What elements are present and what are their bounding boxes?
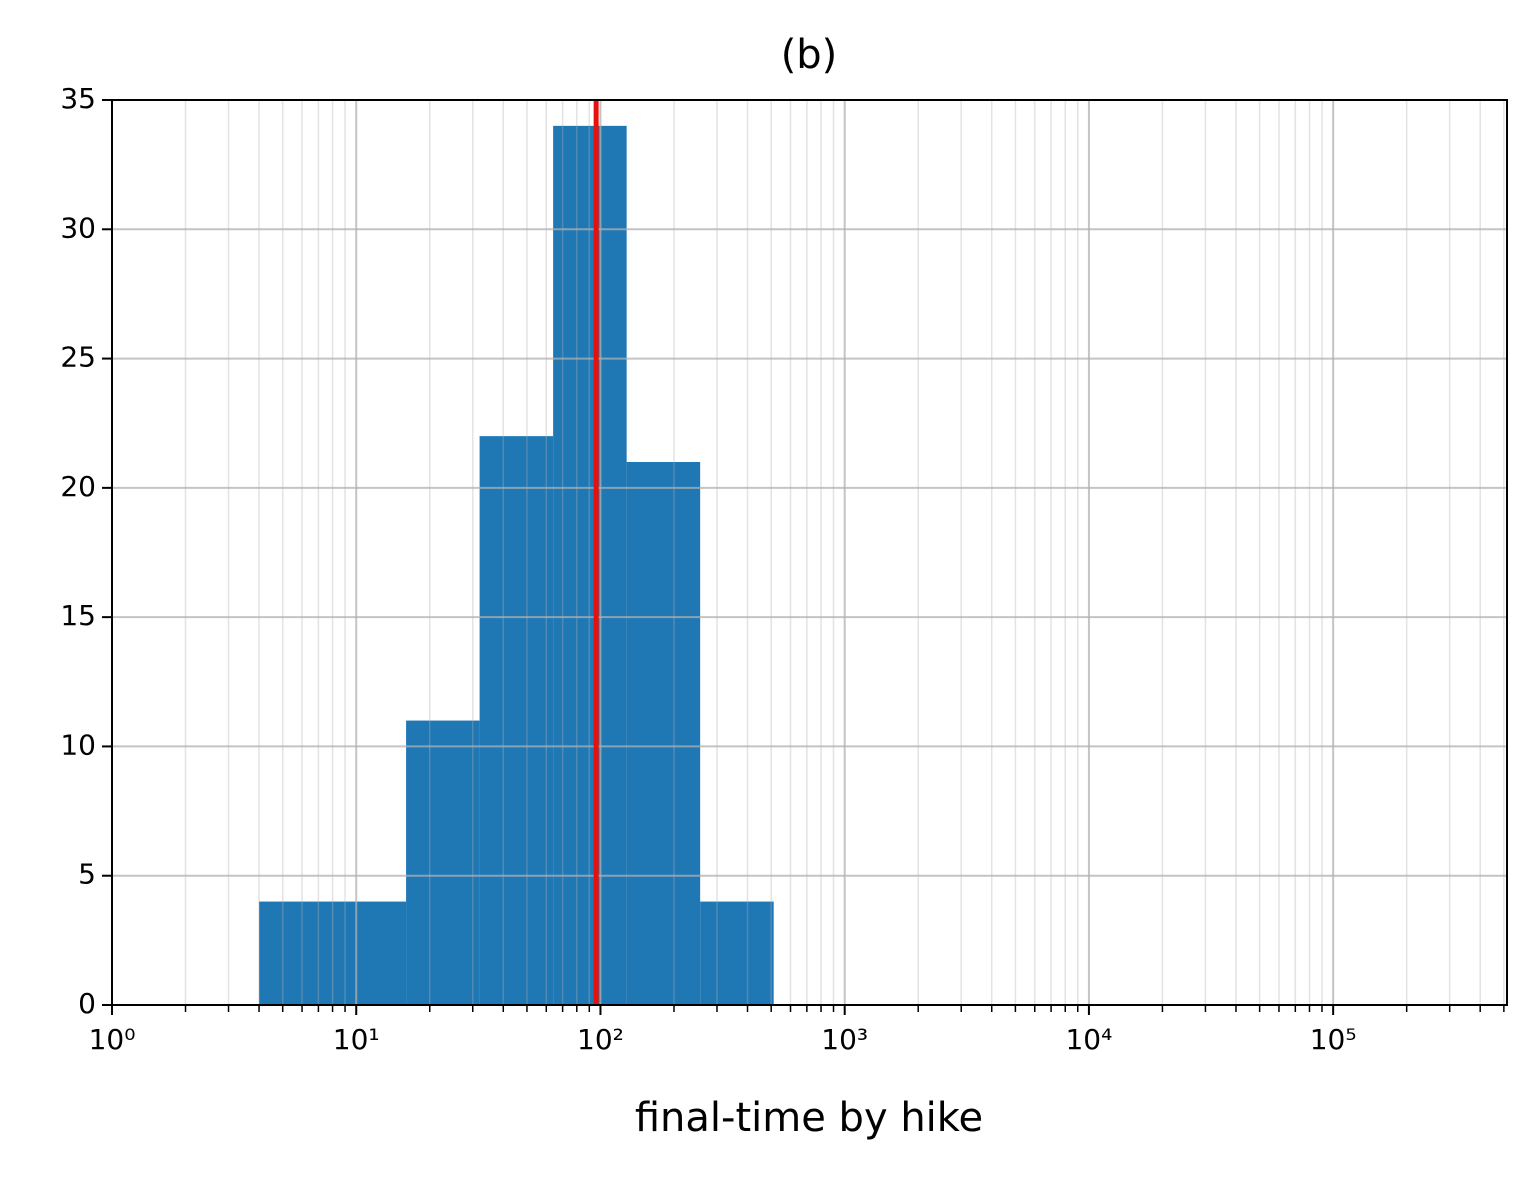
y-tick-label: 10 xyxy=(60,728,96,761)
y-tick-label: 5 xyxy=(78,858,96,891)
x-tick-label: 10³ xyxy=(821,1023,868,1056)
bar xyxy=(626,462,701,1005)
x-tick-label: 10² xyxy=(577,1023,624,1056)
x-tick-label: 10¹ xyxy=(333,1023,380,1056)
y-tick-label: 25 xyxy=(60,341,96,374)
y-tick-label: 0 xyxy=(78,987,96,1020)
bar xyxy=(259,901,333,1005)
x-tick-label: 10⁰ xyxy=(89,1023,136,1056)
bar xyxy=(332,901,407,1005)
plot-frame xyxy=(111,99,1508,1006)
y-tick-label: 30 xyxy=(60,211,96,244)
y-tick-label: 20 xyxy=(60,470,96,503)
x-tick-label: 10⁵ xyxy=(1310,1023,1357,1056)
bar xyxy=(479,436,554,1006)
y-tick-label: 15 xyxy=(60,599,96,632)
chart-title: (b) xyxy=(781,32,838,78)
bar xyxy=(700,901,774,1005)
bar xyxy=(553,125,627,1006)
x-axis-label: final-time by hike xyxy=(635,1095,983,1141)
y-tick-label: 35 xyxy=(60,82,96,115)
x-tick-label: 10⁴ xyxy=(1065,1023,1112,1056)
bar xyxy=(406,720,480,1005)
